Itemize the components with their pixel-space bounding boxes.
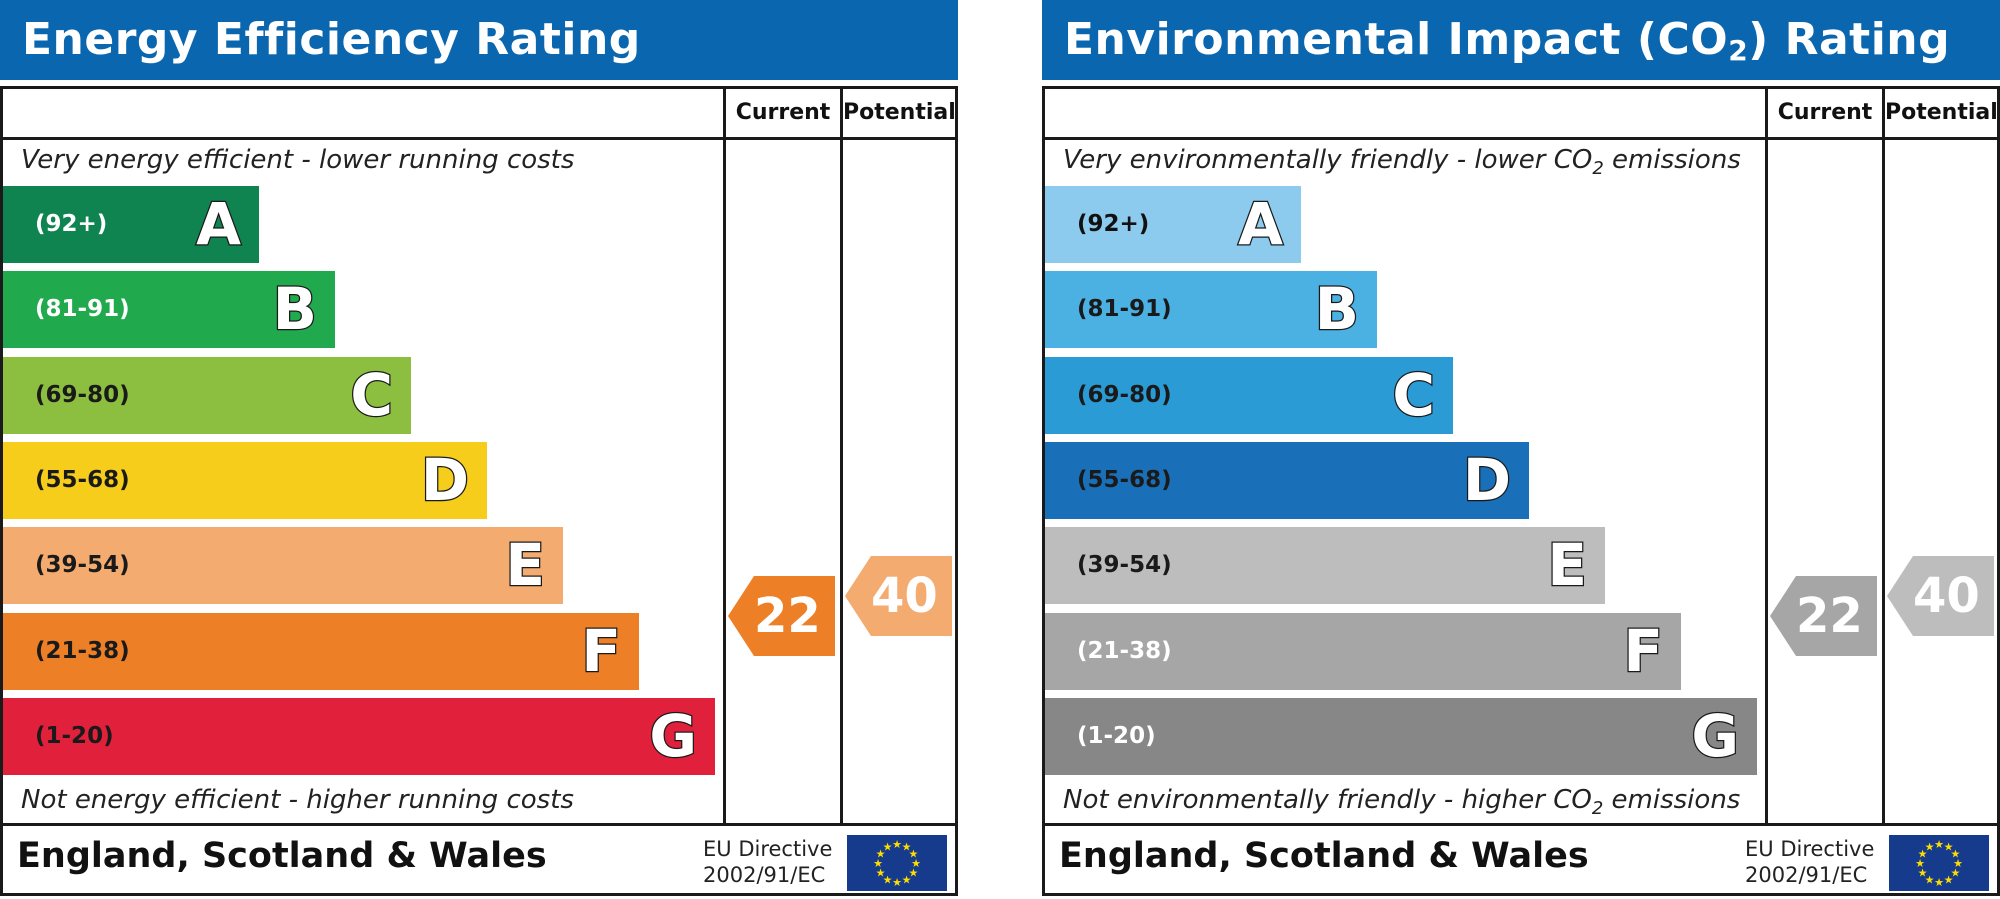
- band-range: (39-54): [1077, 552, 1172, 579]
- band-range: (39-54): [35, 552, 130, 579]
- band-range: (81-91): [1077, 296, 1172, 323]
- band-g: (1-20) G: [3, 697, 715, 775]
- band-range: (92+): [35, 211, 108, 237]
- top-caption: Very energy efficient - lower running co…: [21, 145, 575, 175]
- svg-text:★: ★: [883, 841, 893, 854]
- band-e: (39-54) E: [3, 527, 563, 605]
- band-range: (21-38): [35, 637, 130, 664]
- region-label: England, Scotland & Wales: [17, 836, 547, 876]
- band-letter: B: [272, 274, 319, 345]
- current-column-header: Current: [1777, 100, 1873, 125]
- band-f: (21-38) F: [1045, 612, 1681, 690]
- current-column-header: Current: [735, 100, 831, 125]
- band-letter: E: [504, 530, 546, 601]
- svg-text:★: ★: [1953, 857, 1963, 870]
- band-range: (21-38): [1077, 637, 1172, 664]
- svg-text:★: ★: [1944, 841, 1954, 854]
- eu-flag-icon: ★ ★ ★ ★ ★ ★ ★ ★ ★ ★ ★ ★: [847, 835, 947, 891]
- svg-text:★: ★: [1918, 867, 1928, 880]
- environmental-impact-panel: Environmental Impact (CO2) Rating Curren…: [1042, 0, 2000, 899]
- band-range: (1-20): [1077, 722, 1156, 749]
- svg-text:★: ★: [883, 873, 893, 886]
- band-letter: C: [1391, 359, 1436, 430]
- svg-text:★: ★: [1915, 857, 1925, 870]
- band-letter: B: [1314, 274, 1361, 345]
- region-label: England, Scotland & Wales: [1059, 836, 1589, 876]
- svg-text:★: ★: [1934, 876, 1944, 889]
- svg-text:★: ★: [876, 848, 886, 861]
- band-range: (69-80): [1077, 381, 1172, 408]
- panel-title: Environmental Impact (CO2) Rating: [1042, 0, 2000, 80]
- band-letter: A: [195, 189, 242, 260]
- band-letter: F: [580, 615, 622, 686]
- rating-table: Current Potential Very environmentally f…: [1042, 86, 2000, 896]
- bottom-caption: Not environmentally friendly - higher CO…: [1063, 785, 1741, 820]
- svg-text:★: ★: [902, 873, 912, 886]
- band-letter: A: [1237, 189, 1284, 260]
- band-f: (21-38) F: [3, 612, 639, 690]
- rating-table: Current Potential Very energy efficient …: [0, 86, 958, 896]
- potential-column-header: Potential: [1885, 100, 1998, 125]
- svg-text:★: ★: [1925, 841, 1935, 854]
- svg-text:★: ★: [909, 848, 919, 861]
- band-range: (81-91): [35, 296, 130, 323]
- top-caption: Very environmentally friendly - lower CO…: [1063, 145, 1741, 180]
- band-letter: D: [420, 445, 471, 516]
- svg-text:★: ★: [909, 867, 919, 880]
- band-range: (92+): [1077, 211, 1150, 237]
- svg-text:★: ★: [892, 838, 902, 851]
- svg-text:★: ★: [911, 857, 921, 870]
- band-d: (55-68) D: [1045, 441, 1529, 519]
- band-range: (55-68): [35, 466, 130, 493]
- band-letter: F: [1622, 615, 1664, 686]
- band-letter: G: [1690, 701, 1740, 772]
- band-c: (69-80) C: [3, 356, 411, 434]
- band-letter: C: [349, 359, 394, 430]
- svg-text:★: ★: [876, 867, 886, 880]
- band-letter: D: [1462, 445, 1513, 516]
- svg-text:★: ★: [902, 841, 912, 854]
- band-e: (39-54) E: [1045, 527, 1605, 605]
- panel-title: Energy Efficiency Rating: [0, 0, 958, 80]
- band-letter: G: [648, 701, 698, 772]
- eu-directive: EU Directive 2002/91/EC: [1745, 837, 1875, 887]
- band-g: (1-20) G: [1045, 697, 1757, 775]
- band-range: (69-80): [35, 381, 130, 408]
- svg-text:★: ★: [892, 876, 902, 889]
- band-c: (69-80) C: [1045, 356, 1453, 434]
- svg-text:★: ★: [1951, 848, 1961, 861]
- energy-efficiency-panel: Energy Efficiency Rating Current Potenti…: [0, 0, 958, 899]
- svg-text:★: ★: [1944, 873, 1954, 886]
- svg-text:★: ★: [1934, 838, 1944, 851]
- eu-flag-icon: ★ ★ ★ ★ ★ ★ ★ ★ ★ ★ ★ ★: [1889, 835, 1989, 891]
- band-a: (92+) A: [1045, 186, 1301, 263]
- eu-directive: EU Directive 2002/91/EC: [703, 837, 833, 887]
- band-a: (92+) A: [3, 186, 259, 263]
- potential-column-header: Potential: [843, 100, 956, 125]
- band-d: (55-68) D: [3, 441, 487, 519]
- band-range: (1-20): [35, 722, 114, 749]
- band-range: (55-68): [1077, 466, 1172, 493]
- band-b: (81-91) B: [1045, 271, 1377, 349]
- svg-text:★: ★: [1925, 873, 1935, 886]
- svg-text:★: ★: [1951, 867, 1961, 880]
- band-b: (81-91) B: [3, 271, 335, 349]
- band-letter: E: [1546, 530, 1588, 601]
- svg-text:★: ★: [873, 857, 883, 870]
- bottom-caption: Not energy efficient - higher running co…: [21, 785, 574, 815]
- svg-text:★: ★: [1918, 848, 1928, 861]
